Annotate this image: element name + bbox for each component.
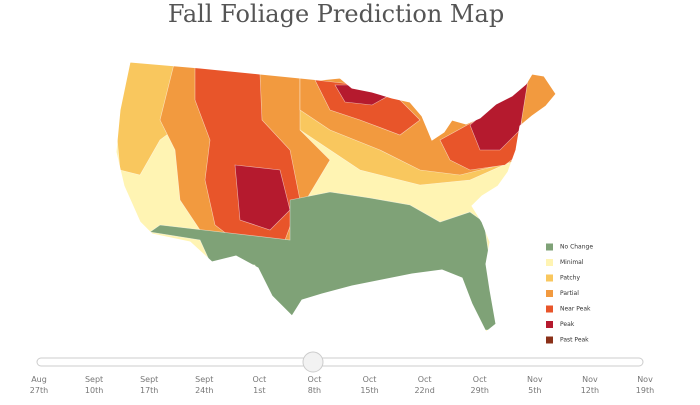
timeline-day[interactable]: 19th [636, 386, 654, 395]
legend-swatch [546, 290, 553, 297]
legend-swatch [546, 336, 553, 344]
timeline-month[interactable]: Sept [140, 375, 158, 384]
timeline-month[interactable]: Nov [582, 375, 598, 384]
legend-label: Patchy [560, 275, 580, 282]
timeline-day[interactable]: 29th [471, 386, 489, 395]
timeline-month[interactable]: Oct [473, 375, 487, 384]
legend-label: Partial [560, 290, 579, 297]
timeline-day[interactable]: 12th [581, 386, 599, 395]
legend: No Change Minimal Patchy Partial Near Peak Pe… [546, 243, 593, 344]
timeline-month[interactable]: Oct [308, 375, 322, 384]
timeline-month[interactable]: Nov [527, 375, 543, 384]
timeline-day[interactable]: 27th [30, 386, 48, 395]
timeline-month[interactable]: Sept [85, 375, 103, 384]
timeline[interactable]: Aug 27th Sept 10th Sept 17th Sept 24th Oct 1st Oct… [30, 351, 654, 395]
timeline-day[interactable]: 5th [528, 386, 541, 395]
timeline-day[interactable]: 22nd [414, 386, 434, 395]
legend-swatch [546, 305, 553, 313]
legend-swatch [546, 259, 553, 266]
legend-swatch [546, 321, 553, 328]
timeline-day[interactable]: 15th [360, 386, 378, 395]
legend-label: Peak [560, 321, 575, 328]
map-region [234, 164, 291, 231]
legend-swatch [546, 274, 553, 282]
legend-swatch [546, 243, 553, 251]
timeline-month[interactable]: Nov [637, 375, 653, 384]
timeline-month[interactable]: Oct [252, 375, 266, 384]
slider-thumb[interactable] [302, 351, 324, 373]
timeline-day[interactable]: 24th [195, 386, 213, 395]
timeline-month[interactable]: Oct [418, 375, 432, 384]
timeline-day[interactable]: 10th [85, 386, 103, 395]
slider-track[interactable] [36, 357, 644, 367]
map-region [469, 79, 529, 151]
timeline-month[interactable]: Aug [31, 375, 47, 384]
foliage-map [116, 62, 556, 332]
timeline-month[interactable]: Sept [195, 375, 213, 384]
timeline-month[interactable]: Oct [363, 375, 377, 384]
timeline-day[interactable]: 8th [308, 386, 321, 395]
legend-label: Past Peak [560, 337, 589, 344]
legend-label: No Change [560, 244, 593, 251]
timeline-day[interactable]: 17th [140, 386, 158, 395]
timeline-day[interactable]: 1st [253, 386, 265, 395]
legend-label: Minimal [560, 259, 584, 266]
page-title: Fall Foliage Prediction Map [168, 0, 504, 28]
map-outline [115, 61, 557, 333]
legend-label: Near Peak [560, 306, 591, 313]
